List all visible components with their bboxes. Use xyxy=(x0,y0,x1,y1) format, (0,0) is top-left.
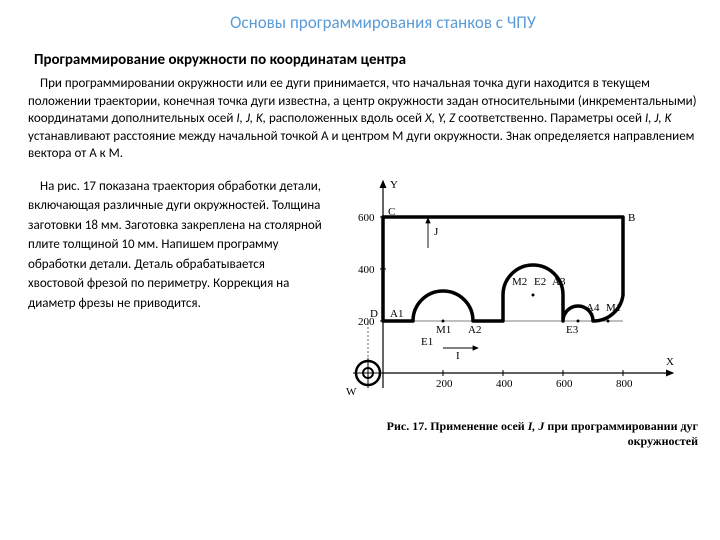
label-D: D xyxy=(370,308,378,320)
label-E1: E1 xyxy=(421,336,433,348)
y-axis-label: Y xyxy=(390,179,398,191)
caption-1: Рис. 17. Применение осей xyxy=(387,419,528,433)
label-M2: M2 xyxy=(512,276,527,288)
paragraph-1: При программировании окружности или ее д… xyxy=(28,75,698,163)
label-E2: E2 xyxy=(534,276,546,288)
para1-ital3: I, J, K xyxy=(645,111,671,126)
label-C: C xyxy=(388,206,395,218)
xtick-200: 200 xyxy=(436,378,453,390)
caption-ital: I, J xyxy=(528,419,545,433)
subtitle: Программирование окружности по координат… xyxy=(28,51,698,69)
x-axis-label: X xyxy=(666,356,674,368)
para2-end: не приводится. xyxy=(117,296,201,311)
label-M1b: M1 xyxy=(606,302,621,314)
label-A1: A1 xyxy=(390,308,403,320)
label-E3: E3 xyxy=(566,324,579,336)
label-A2: A2 xyxy=(468,324,481,336)
para2-text: На рис. 17 показана траектория обработки… xyxy=(28,179,322,311)
figure-caption: Рис. 17. Применение осей I, J при програ… xyxy=(328,419,698,450)
xtick-400: 400 xyxy=(496,378,513,390)
label-J: J xyxy=(434,226,439,238)
xtick-800: 800 xyxy=(616,378,633,390)
label-B: B xyxy=(628,212,635,224)
chart-svg: 200 400 600 800 200 400 600 X Y xyxy=(328,173,698,413)
caption-2: при программировании дуг xyxy=(544,419,698,433)
para1-ital: I, J, K, xyxy=(236,111,266,126)
para1-mid2: соответственно. Параметры осей xyxy=(455,111,645,126)
label-A4: A4 xyxy=(586,302,600,314)
xtick-600: 600 xyxy=(556,378,573,390)
paragraph-2: На рис. 17 показана траектория обработки… xyxy=(28,173,322,450)
ytick-600: 600 xyxy=(358,212,375,224)
caption-3: окружностей xyxy=(628,434,698,448)
para1-ital2: X, Y, Z xyxy=(425,111,455,126)
para1-end: устанавливают расстояние между начальной… xyxy=(28,129,694,162)
para1-mid: расположенных вдоль осей xyxy=(266,111,425,126)
label-M1: M1 xyxy=(436,324,451,336)
label-W: W xyxy=(346,386,357,398)
label-I: I xyxy=(456,350,460,362)
ytick-400: 400 xyxy=(358,264,375,276)
page-title: Основы программирования станков с ЧПУ xyxy=(28,12,698,33)
label-A3: A3 xyxy=(552,276,566,288)
figure-17: 200 400 600 800 200 400 600 X Y xyxy=(328,173,698,450)
